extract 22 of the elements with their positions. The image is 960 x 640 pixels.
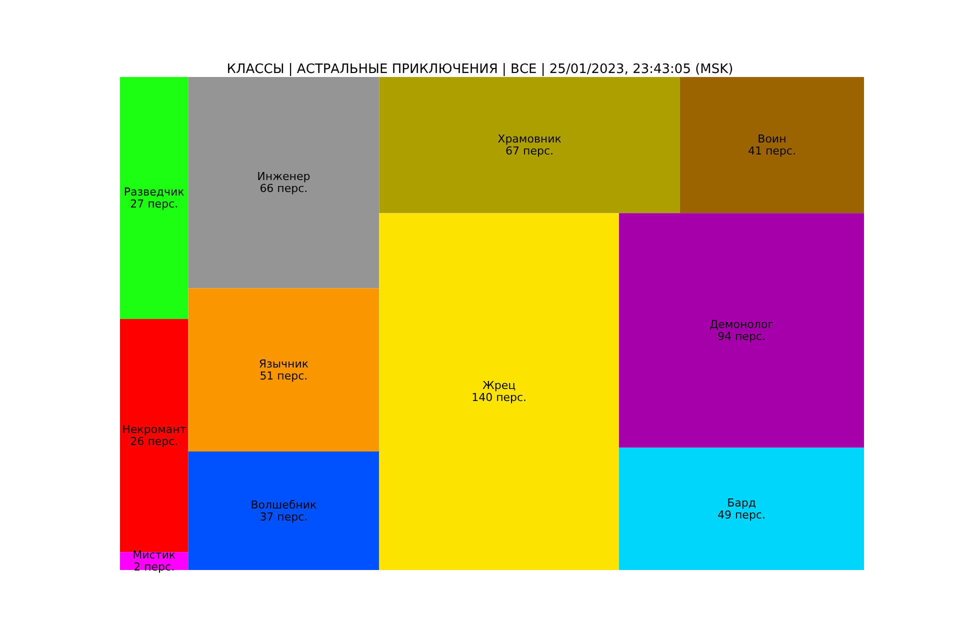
category-label: Волшебник bbox=[250, 498, 317, 512]
category-label: Храмовник bbox=[498, 132, 562, 146]
data-label: 94 перс. bbox=[718, 330, 766, 343]
category-label: Бард bbox=[727, 496, 756, 510]
data-label: 140 перс. bbox=[472, 391, 527, 404]
data-label: 37 перс. bbox=[260, 510, 308, 524]
data-label: 51 перс. bbox=[260, 369, 308, 382]
data-label: 49 перс. bbox=[718, 508, 766, 522]
text: КЛАССЫ | АСТРАЛЬНЫЕ ПРИКЛЮЧЕНИЯ | ВСЕ | 25/01/2023, 23:43:05 (MSK) bbox=[226, 62, 734, 77]
data-label: 26 перс. bbox=[130, 435, 178, 448]
data-label: 27 перс. bbox=[130, 198, 178, 211]
category-label: Демонолог bbox=[710, 318, 774, 331]
category-label: Инженер bbox=[257, 170, 310, 184]
category-label: Жрец bbox=[482, 379, 516, 392]
data-label: 41 перс. bbox=[748, 144, 796, 158]
category-label: Мистик bbox=[132, 548, 176, 562]
data-label: 67 перс. bbox=[506, 144, 554, 158]
category-label: Язычник bbox=[258, 357, 309, 370]
category-label: Разведчик bbox=[124, 186, 185, 199]
data-label: 66 перс. bbox=[260, 182, 308, 196]
category-label: Воин bbox=[758, 132, 786, 146]
category-label: Некромант bbox=[122, 423, 187, 436]
